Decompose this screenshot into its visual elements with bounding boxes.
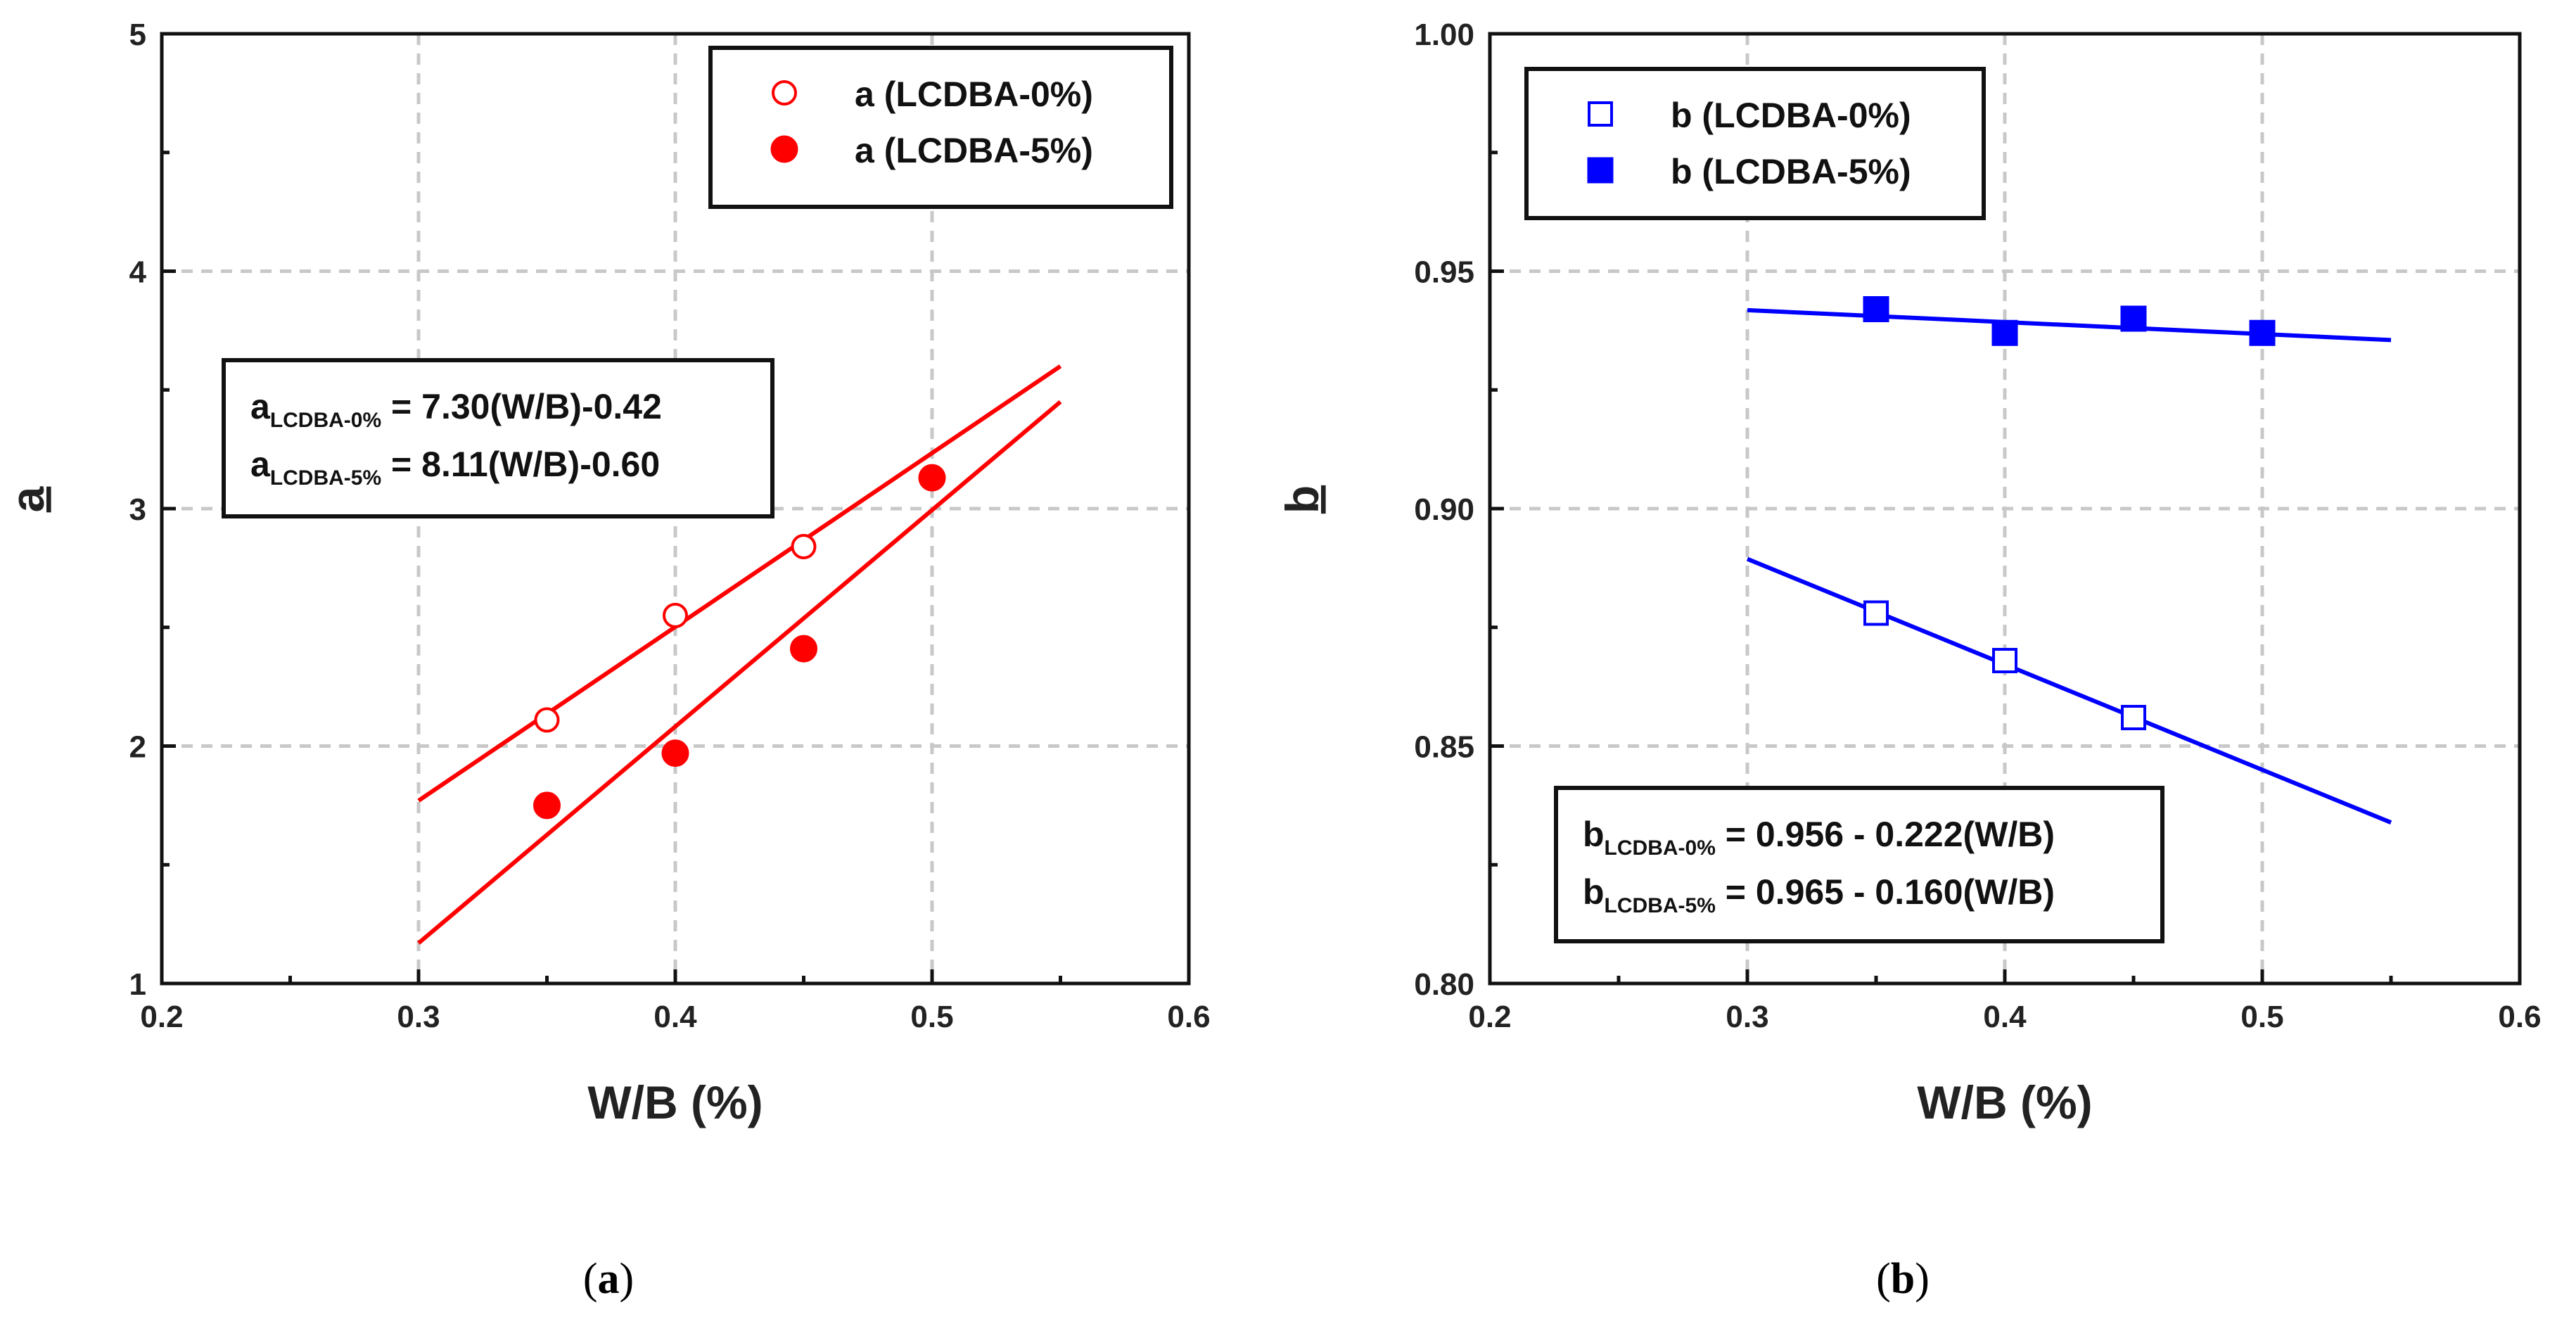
fit-line [417, 364, 1062, 803]
legend-marker [770, 135, 798, 163]
x-tick-label: 0.6 [2498, 1000, 2541, 1034]
legend-entry: b (LCDBA-0%) [1671, 96, 1911, 135]
data-point [2120, 305, 2147, 332]
data-point [1991, 319, 2018, 346]
fit-line [417, 400, 1062, 945]
y-tick-label: 4 [129, 255, 147, 290]
data-point [918, 464, 946, 492]
y-axis-title: a [1, 485, 53, 512]
chart-a: 0.2 0.3 0.4 0.5 0.6 1 2 3 4 5 W/B (%) a a (LCDBA-0%)… [1, 18, 1211, 1303]
data-point [791, 534, 817, 559]
equation-text: aLCDBA-5% = 8.11(W/B)-0.60 [250, 445, 660, 490]
legend-box [708, 46, 1173, 209]
data-point [534, 707, 560, 733]
data-point [2249, 319, 2276, 346]
legend-marker [1587, 157, 1614, 184]
y-tick-label: 3 [129, 492, 146, 527]
x-axis-title: W/B (%) [587, 1076, 763, 1128]
y-axis-title: b [1276, 485, 1328, 514]
equation-box: bLCDBA-0% = 0.956 - 0.222(W/B) bLCDBA-5% … [1554, 786, 2164, 943]
y-tick-label: 0.95 [1414, 255, 1474, 290]
data-point [1992, 648, 2017, 673]
fit-line [1747, 307, 2392, 343]
chart-b: 0.2 0.3 0.4 0.5 0.6 0.80 0.85 0.90 0.95 1.00 W/B (… [1276, 18, 2542, 1303]
legend: a (LCDBA-0%) a (LCDBA-5%) [708, 46, 1173, 209]
y-tick-label: 1.00 [1414, 18, 1474, 52]
data-point [1863, 600, 1889, 626]
data-point [2121, 705, 2146, 730]
y-tick-label: 5 [129, 18, 146, 52]
fit-line [1746, 556, 2392, 824]
y-tick-label: 0.85 [1414, 730, 1474, 765]
y-tick-label: 2 [129, 730, 146, 765]
legend-box [1524, 67, 1986, 220]
panel-label: (a) [583, 1255, 634, 1303]
y-tick-label: 0.90 [1414, 492, 1474, 527]
legend: b (LCDBA-0%) b (LCDBA-5%) [1524, 67, 1986, 220]
x-axis-title: W/B (%) [1917, 1076, 2092, 1128]
data-point [1863, 296, 1889, 322]
x-tick-label: 0.5 [2240, 1000, 2283, 1034]
legend-entry: a (LCDBA-5%) [855, 131, 1093, 170]
x-tick-label: 0.2 [1468, 1000, 1511, 1034]
x-tick-label: 0.6 [1167, 1000, 1210, 1034]
data-point [663, 602, 688, 628]
legend-marker [772, 80, 797, 106]
data-point [790, 635, 817, 663]
panel-label: (b) [1876, 1255, 1930, 1303]
equation-frame [1554, 786, 2164, 943]
x-tick-label: 0.3 [1726, 1000, 1768, 1034]
y-tick-label: 0.80 [1414, 967, 1474, 1002]
legend-entry: b (LCDBA-5%) [1671, 152, 1911, 191]
y-tick-label: 1 [129, 967, 146, 1002]
x-tick-label: 0.4 [653, 1000, 697, 1034]
x-tick-label: 0.5 [910, 1000, 953, 1034]
x-tick-label: 0.4 [1983, 1000, 2027, 1034]
equation-box: aLCDBA-0% = 7.30(W/B)-0.42 aLCDBA-5% = 8.… [222, 358, 774, 518]
equation-text: bLCDBA-5% = 0.965 - 0.160(W/B) [1583, 872, 2055, 917]
equation-text: bLCDBA-0% = 0.956 - 0.222(W/B) [1583, 815, 2055, 860]
x-tick-label: 0.2 [140, 1000, 183, 1034]
data-point [661, 739, 689, 768]
legend-entry: a (LCDBA-0%) [855, 75, 1093, 114]
data-point [533, 791, 561, 820]
equation-text: aLCDBA-0% = 7.30(W/B)-0.42 [250, 387, 662, 432]
legend-marker [1588, 101, 1613, 127]
equation-frame [222, 358, 774, 518]
x-tick-label: 0.3 [397, 1000, 440, 1034]
